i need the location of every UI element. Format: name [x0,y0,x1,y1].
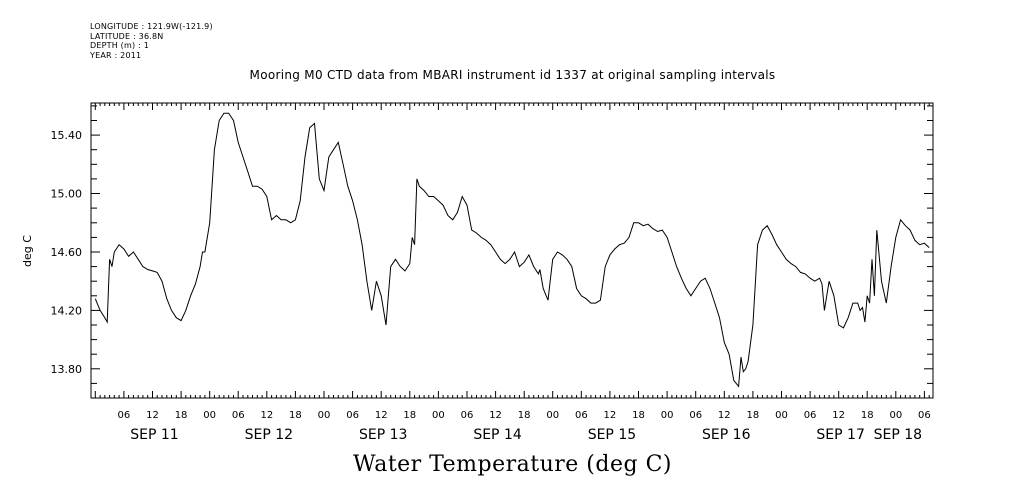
x-tick-labels: 06 12 18 00 06 12 18 00 06 12 18 00 06 12 18 00 06 12 18 00… [118,410,931,421]
x-date-label: SEP 18 [874,427,922,443]
x-tick-label: 06 [689,410,702,421]
x-tick-label: 06 [461,410,474,421]
x-tick-label: 12 [718,410,731,421]
x-tick-label: 06 [346,410,359,421]
x-tick-label: 00 [775,410,788,421]
y-tick-label: 13.80 [51,363,83,376]
x-date-label: SEP 11 [130,427,178,443]
x-tick-label: 18 [289,410,302,421]
x-tick-label: 12 [604,410,617,421]
x-tick-label: 18 [747,410,760,421]
plot-frame [90,102,934,399]
x-tick-label: 12 [146,410,159,421]
series-line-water-temperature [94,112,930,388]
x-date-label: SEP 17 [816,427,864,443]
x-date-labels: SEP 11 SEP 12 SEP 13 SEP 14 SEP 15 SEP 16 SEP … [130,427,922,443]
x-date-label: SEP 14 [473,427,522,443]
x-tick-label: 06 [918,410,931,421]
latitude-text: LATITUDE : 36.8N [90,31,164,41]
y-tick-labels: 13.80 14.20 14.60 15.00 15.40 [51,129,83,376]
x-tick-label: 00 [546,410,559,421]
x-tick-label: 00 [318,410,331,421]
y-axis-label: deg C [21,235,34,267]
x-tick-label: 06 [118,410,131,421]
chart-title-text: Mooring M0 CTD data from MBARI instrumen… [249,68,776,82]
x-tick-label: 12 [375,410,388,421]
depth-text: DEPTH (m) : 1 [90,41,149,50]
x-tick-label: 18 [632,410,645,421]
x-date-label: SEP 13 [359,427,407,443]
x-tick-label: 18 [861,410,874,421]
x-tick-label: 06 [804,410,817,421]
x-tick-label: 18 [403,410,416,421]
x-tick-label: 00 [432,410,445,421]
tick-marks [91,103,933,399]
x-tick-label: 12 [832,410,845,421]
x-tick-label: 18 [175,410,188,421]
x-tick-label: 12 [260,410,273,421]
y-tick-label: 15.40 [51,129,83,142]
y-tick-label: 14.20 [51,304,83,317]
x-tick-label: 00 [203,410,216,421]
x-date-label: SEP 15 [588,427,636,443]
x-tick-label: 06 [232,410,245,421]
longitude-text: LONGITUDE : 121.9W(-121.9) [90,22,213,31]
x-axis-label-text: Water Temperature (deg C) [353,452,672,477]
x-date-label: SEP 16 [702,427,751,443]
y-tick-label: 15.00 [51,188,83,201]
x-tick-label: 00 [889,410,902,421]
x-axis-label: Water Temperature (deg C) [0,452,1009,477]
x-tick-label: 06 [575,410,588,421]
year-text: YEAR : 2011 [90,50,142,60]
metadata-block: LONGITUDE : 121.9W(-121.9) LATITUDE : 36… [90,22,213,60]
y-tick-label: 14.60 [51,246,83,259]
x-tick-label: 00 [661,410,674,421]
chart-title: Mooring M0 CTD data from MBARI instrumen… [0,68,1009,82]
x-date-label: SEP 12 [245,427,293,443]
x-tick-label: 12 [489,410,502,421]
x-tick-label: 18 [518,410,531,421]
